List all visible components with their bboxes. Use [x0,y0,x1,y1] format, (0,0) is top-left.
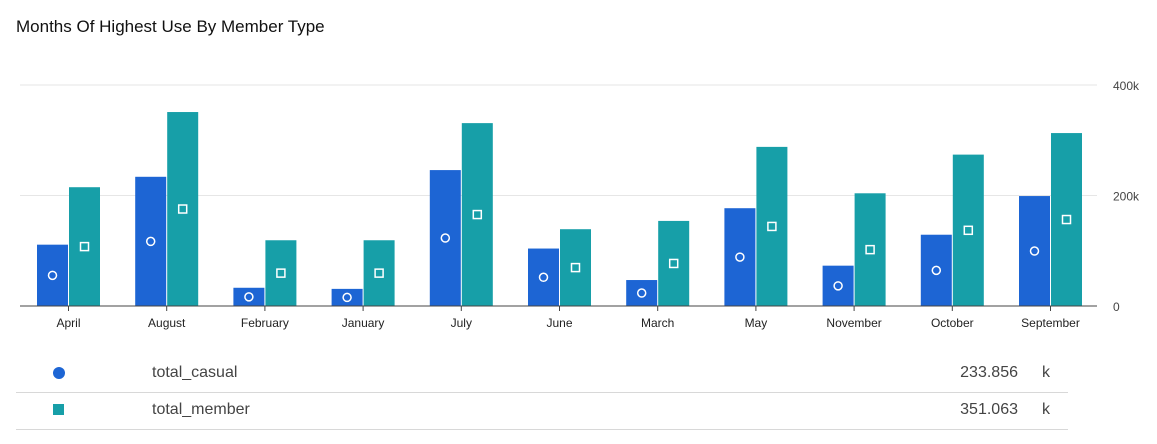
square-point-marker [374,268,384,278]
circle-point-marker [1029,246,1040,256]
bar-total_member [560,229,591,306]
x-tick-label: February [241,316,289,330]
bar-total_casual [724,208,756,306]
bar-total_member [854,193,886,306]
x-tick-label: September [1021,316,1080,330]
circle-point-marker [931,265,942,276]
bar-total_member [167,112,199,306]
bar-total_casual [331,288,363,306]
square-point-marker [472,209,483,220]
bar-total_member [69,187,100,306]
bar-total_casual [626,280,658,306]
legend-row-casual[interactable]: total_casual 233.856 k [16,356,1068,393]
square-point-marker [668,258,679,269]
x-tick-label: October [931,316,974,330]
legend-series-value: 233.856 [960,364,1018,381]
x-tick-label: November [826,316,881,330]
circle-point-marker [244,292,254,302]
x-tick-label: July [451,316,472,330]
y-tick-label: 200k [1113,190,1140,204]
bar-total_member [952,154,984,306]
x-tick-label: April [56,316,80,330]
circle-point-marker [636,288,647,298]
x-tick-label: June [546,316,572,330]
bar-total_casual [528,248,559,306]
bar-total_member [265,240,297,306]
circle-point-marker [833,281,843,291]
square-point-marker [963,225,974,236]
legend-series-name: total_member [152,401,250,418]
y-tick-label: 0 [1113,300,1120,314]
square-point-marker [570,262,581,273]
circle-marker-icon [53,367,65,379]
x-tick-label: May [745,316,768,330]
bar-total_member [363,240,395,306]
legend-series-value: 351.063 [960,401,1018,418]
circle-point-marker [47,270,58,281]
x-tick-label: August [148,316,186,330]
circle-point-marker [342,292,352,303]
circle-point-marker [145,236,156,247]
chart-title: Months Of Highest Use By Member Type [16,17,325,36]
bar-total_casual [920,234,952,306]
legend-series-unit: k [1042,401,1050,418]
bar-total_casual [429,170,461,306]
bar-total_casual [37,244,68,306]
y-tick-label: 400k [1113,79,1140,93]
circle-point-marker [735,252,745,262]
bar-total_member [1051,133,1082,306]
bar-total_member [461,123,493,306]
bar-total_member [658,220,690,306]
x-tick-label: January [342,316,385,330]
circle-point-marker [538,272,549,283]
bar-total_casual [822,265,854,306]
square-point-marker [865,244,875,255]
square-point-marker [1061,214,1072,225]
square-point-marker [177,204,188,214]
square-point-marker [276,268,286,278]
bar-total_casual [233,287,265,306]
bar-total_member [756,146,788,306]
square-point-marker [767,221,777,232]
x-tick-label: March [641,316,674,330]
legend-series-name: total_casual [152,364,238,381]
bar-total_casual [1019,196,1050,306]
square-marker-icon [53,404,64,415]
circle-point-marker [440,233,451,243]
bar-total_casual [135,176,167,306]
legend-series-unit: k [1042,364,1050,381]
legend-row-member[interactable]: total_member 351.063 k [16,393,1068,430]
square-point-marker [79,241,90,252]
